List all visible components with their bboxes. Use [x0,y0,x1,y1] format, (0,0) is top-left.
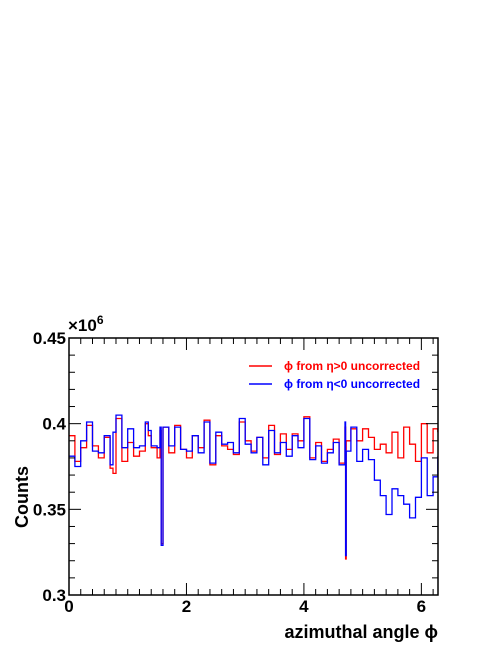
x-tick-label: 2 [182,597,191,616]
x-tick-label: 4 [299,597,309,616]
x-tick-label: 6 [417,597,426,616]
labels-layer: 0 2 4 6 0.3 0.35 0.4 0.45 [33,329,426,616]
y-multiplier-exponent: 6 [97,313,104,327]
y-tick-label: 0.4 [42,415,66,434]
series-line-eta-negative [69,414,438,557]
legend: ϕ from η>0 uncorrected ϕ from η<0 uncorr… [249,359,420,391]
y-multiplier: ×106 [68,313,104,335]
ticks-layer [68,337,438,596]
legend-label-eta-positive: ϕ from η>0 uncorrected [284,359,420,373]
series-line-eta-positive [69,416,438,560]
y-tick-label: 0.35 [33,500,66,519]
y-tick-label: 0.45 [33,329,66,348]
series-layer [69,414,438,560]
x-tick-label: 0 [64,597,73,616]
x-axis-title: azimuthal angle ϕ [284,622,438,642]
y-axis-title: Counts [12,466,32,528]
y-multiplier-base: ×10 [68,316,97,335]
legend-label-eta-negative: ϕ from η<0 uncorrected [284,377,420,391]
plot-frame [68,337,439,596]
y-tick-label: 0.3 [42,586,66,605]
